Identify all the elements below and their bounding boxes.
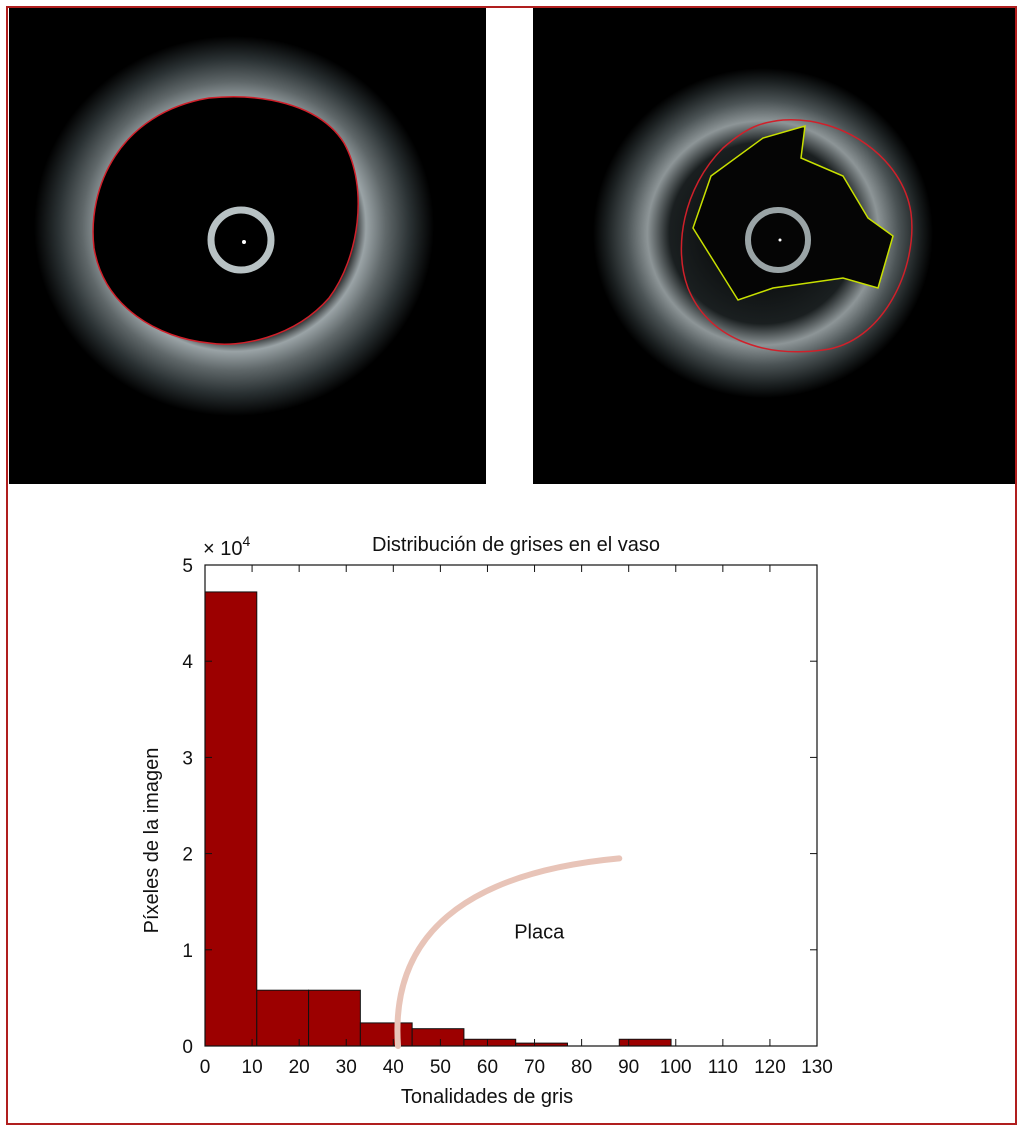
y-axis-multiplier: × 104	[203, 533, 250, 560]
x-tick-label: 120	[754, 1057, 786, 1078]
x-tick-label: 130	[801, 1057, 833, 1078]
y-axis-multiplier-exponent: 4	[242, 533, 250, 549]
x-tick-label: 10	[242, 1057, 263, 1078]
catheter-ring	[207, 206, 275, 274]
y-tick-label: 4	[182, 652, 193, 673]
y-axis-multiplier-base: × 10	[203, 538, 242, 560]
ivus-image-right	[533, 8, 1015, 484]
x-tick-label: 0	[200, 1057, 211, 1078]
placa-annotation-label: Placa	[514, 921, 565, 943]
y-tick-label: 3	[182, 748, 193, 769]
catheter-center	[242, 240, 246, 244]
x-tick-label: 110	[708, 1057, 738, 1078]
plot-area	[204, 564, 818, 1047]
ivus-right-svg	[593, 68, 933, 398]
x-tick-label: 90	[618, 1057, 639, 1078]
histogram-bar	[256, 989, 310, 1047]
histogram-bar	[463, 1038, 517, 1047]
histogram-bar	[618, 1038, 672, 1047]
histogram-bar	[359, 1022, 413, 1047]
vessel-contour-red	[680, 119, 913, 353]
y-tick-label: 5	[182, 556, 193, 577]
y-tick-label: 2	[182, 845, 193, 866]
bars-group	[204, 591, 672, 1047]
x-tick-label: 60	[477, 1057, 498, 1078]
ivus-left-svg	[34, 36, 434, 416]
histogram-chart: 0 10 20 30 40 50 60 70 80 90 100 110 120 130 0 1 2 3 4 5 P…	[141, 533, 833, 1108]
x-axis-ticks: 0 10 20 30 40 50 60 70 80 90 100 110 120 130	[200, 565, 833, 1078]
x-tick-label: 80	[571, 1057, 592, 1078]
figure-frame	[6, 6, 1017, 1125]
x-tick-label: 30	[336, 1057, 357, 1078]
y-tick-label: 1	[182, 941, 193, 962]
x-tick-label: 100	[660, 1057, 692, 1078]
y-axis-label: Píxeles de la imagen	[141, 748, 163, 934]
chart-title: Distribución de grises en el vaso	[372, 534, 660, 556]
histogram-bar	[308, 989, 361, 1047]
catheter-ring	[745, 207, 811, 273]
x-tick-label: 20	[289, 1057, 310, 1078]
y-axis-ticks: 0 1 2 3 4 5	[182, 556, 817, 1058]
x-tick-label: 70	[524, 1057, 545, 1078]
y-tick-label: 0	[182, 1037, 193, 1058]
histogram-bar	[204, 591, 258, 1047]
ivus-image-left	[9, 8, 486, 484]
lumen-contour-red	[92, 96, 359, 345]
x-tick-label: 50	[430, 1057, 451, 1078]
x-axis-label: Tonalidades de gris	[401, 1086, 573, 1108]
histogram-bar	[411, 1028, 465, 1047]
x-tick-label: 40	[383, 1057, 404, 1078]
catheter-center	[778, 238, 782, 242]
placa-annotation-arrow	[394, 855, 623, 1049]
